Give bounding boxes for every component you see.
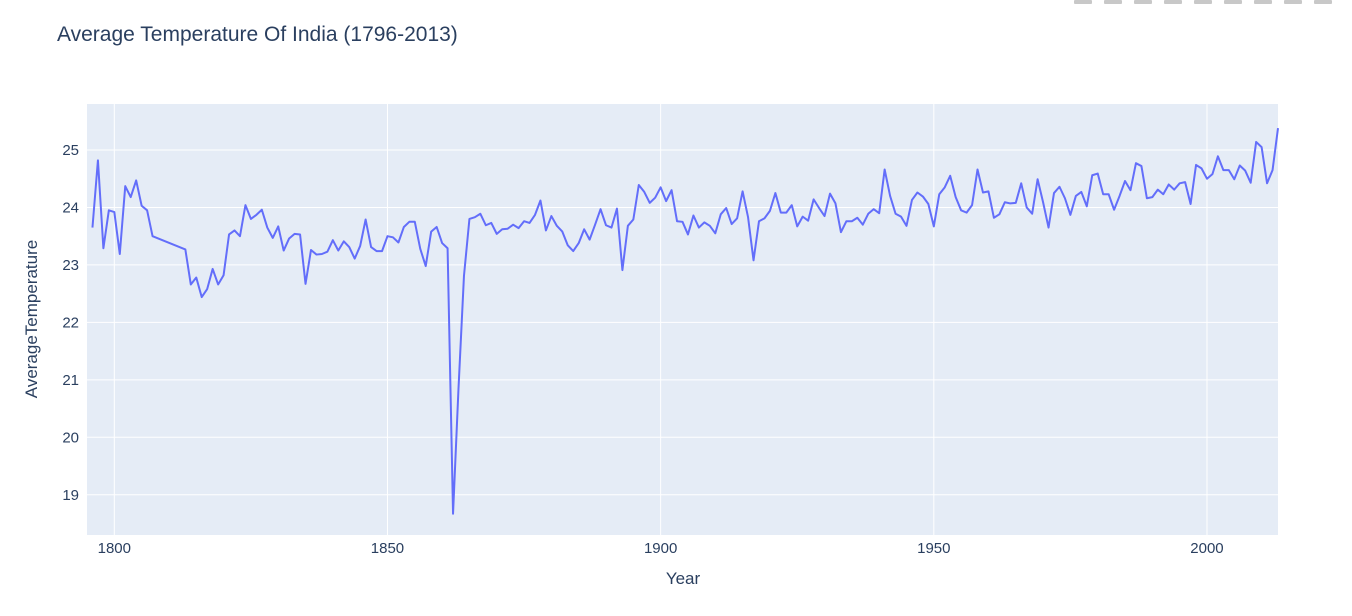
pan-icon[interactable] [1134,0,1152,4]
y-axis-title: AverageTemperature [22,240,41,398]
series-line[interactable] [91,128,1279,515]
y-tick-label: 22 [62,314,79,331]
y-tick-label: 23 [62,257,79,274]
y-tick-label: 24 [62,199,79,216]
zoom-out-icon[interactable] [1194,0,1212,4]
y-tick-label: 20 [62,429,79,446]
modebar [1074,0,1332,6]
plot-area[interactable] [87,104,1278,535]
x-tick-label: 1850 [371,540,404,557]
y-tick-label: 19 [62,487,79,504]
zoom-in-icon[interactable] [1164,0,1182,4]
camera-icon[interactable] [1074,0,1092,4]
plotly-logo-icon[interactable] [1314,0,1332,4]
zoom-icon[interactable] [1104,0,1122,4]
chart-title: Average Temperature Of India (1796-2013) [57,23,458,46]
series-layer [91,128,1279,515]
x-tick-label: 1950 [917,540,950,557]
x-tick-label: 2000 [1190,540,1223,557]
reset-axes-icon[interactable] [1254,0,1272,4]
y-tick-label: 25 [62,142,79,159]
tick-labels: 1800 1850 1900 1950 2000 19 20 21 22 23 24 25 [62,142,1223,557]
y-tick-label: 21 [62,372,79,389]
grid [87,104,1278,535]
spike-icon[interactable] [1284,0,1302,4]
x-tick-label: 1900 [644,540,677,557]
autoscale-icon[interactable] [1224,0,1242,4]
x-tick-label: 1800 [98,540,131,557]
x-axis-title: Year [666,569,701,588]
